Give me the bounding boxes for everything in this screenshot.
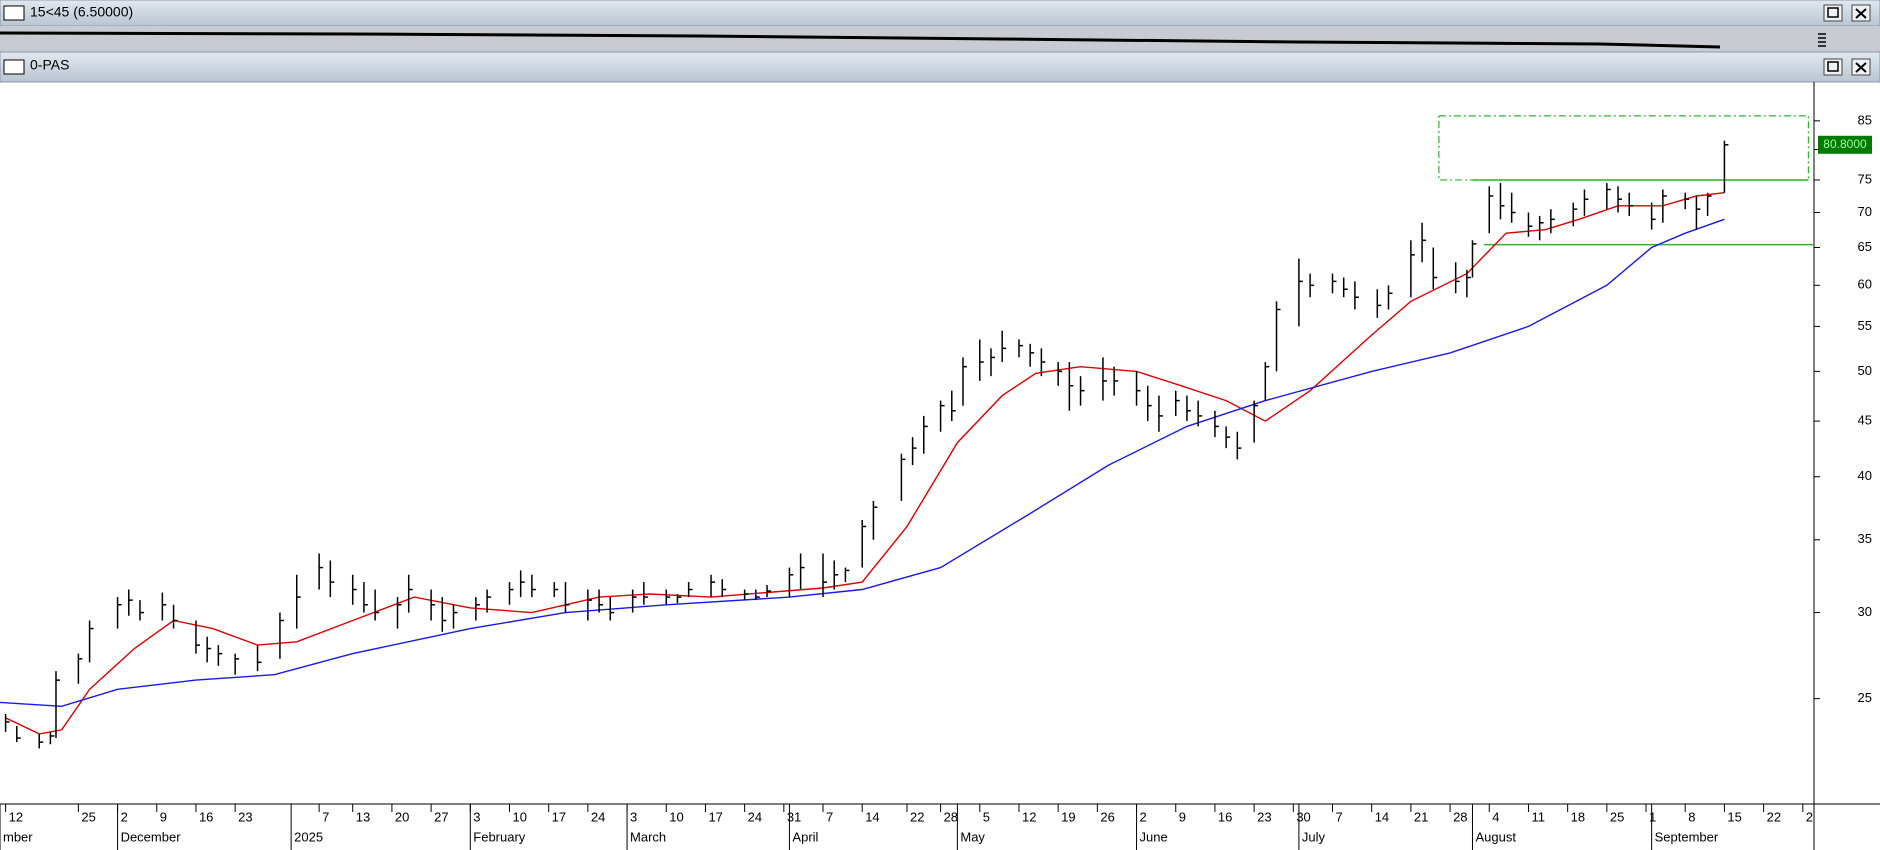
y-tick-label: 30 [1858,604,1872,619]
x-tick-label: 10 [669,809,683,824]
month-label: December [121,829,182,844]
x-tick-label: 22 [1767,809,1781,824]
x-tick-label: 7 [322,809,329,824]
x-tick-label: 27 [434,809,448,824]
month-label: 2025 [294,829,323,844]
x-tick-label: 15 [1727,809,1741,824]
x-tick-label: 2 [1140,809,1147,824]
x-tick-label: 5 [983,809,990,824]
month-label: May [960,829,985,844]
title-bar [0,0,1880,27]
x-tick-label: 1 [1649,809,1656,824]
x-tick-label: 3 [473,809,480,824]
window-icon [3,59,25,75]
x-tick-label: 14 [865,809,879,824]
x-tick-label: 24 [591,809,605,824]
x-tick-label: 16 [199,809,213,824]
x-tick-label: 28 [944,809,958,824]
y-tick-label: 60 [1858,277,1872,292]
month-label: mber [3,829,33,844]
x-tick-label: 7 [826,809,833,824]
x-tick-label: 9 [1179,809,1186,824]
y-tick-label: 55 [1858,318,1872,333]
x-tick-label: 23 [1257,809,1271,824]
month-label: July [1302,829,1326,844]
close-button[interactable] [1851,4,1871,22]
x-tick-label: 17 [552,809,566,824]
x-tick-label: 28 [1453,809,1467,824]
x-tick-label: 12 [1022,809,1036,824]
y-tick-label: 85 [1858,112,1872,127]
x-tick-label: 2 [121,809,128,824]
y-tick-label: 35 [1858,531,1872,546]
moving-average-line [5,192,1725,735]
x-tick-label: 18 [1571,809,1585,824]
window-title: 0-PAS [30,57,69,73]
x-tick-label: 25 [81,809,95,824]
x-tick-label: 12 [9,809,23,824]
x-tick-label: 20 [395,809,409,824]
y-tick-label: 70 [1858,204,1872,219]
month-label: March [630,829,666,844]
mini-panel-line [0,31,1721,49]
month-label: August [1475,829,1516,844]
x-tick-label: 9 [160,809,167,824]
x-tick-label: 22 [910,809,924,824]
x-tick-label: 7 [1336,809,1343,824]
y-tick-label: 40 [1858,468,1872,483]
x-tick-label: 8 [1688,809,1695,824]
month-label: June [1140,829,1168,844]
x-tick-label: 3 [630,809,637,824]
x-tick-label: 19 [1061,809,1075,824]
y-tick-label: 25 [1858,690,1872,705]
panel-grip[interactable] [1818,33,1826,47]
last-price-label: 80.8000 [1823,137,1867,151]
window-title: 15<45 (6.50000) [30,4,133,20]
moving-average-line [0,218,1725,708]
window-icon [3,5,25,21]
month-label: September [1655,829,1719,844]
x-tick-label: 13 [356,809,370,824]
target-zone [1438,115,1810,181]
title-bar [0,51,1880,83]
month-label: April [792,829,818,844]
maximize-button[interactable] [1823,4,1843,22]
x-tick-label: 31 [787,809,801,824]
maximize-button[interactable] [1823,58,1843,76]
x-tick-label: 23 [238,809,252,824]
close-button[interactable] [1851,58,1871,76]
x-tick-label: 16 [1218,809,1232,824]
x-tick-label: 2 [1806,809,1813,824]
month-label: February [473,829,526,844]
x-tick-label: 30 [1296,809,1310,824]
y-tick-label: 75 [1858,171,1872,186]
y-tick-label: 65 [1858,239,1872,254]
y-tick-label: 45 [1858,413,1872,428]
last-price-box [1818,135,1872,154]
x-tick-label: 10 [512,809,526,824]
x-tick-label: 17 [708,809,722,824]
x-tick-label: 25 [1610,809,1624,824]
y-tick-label: 50 [1858,363,1872,378]
x-tick-label: 14 [1375,809,1389,824]
x-tick-label: 11 [1531,809,1545,824]
x-tick-label: 26 [1100,809,1114,824]
x-tick-label: 24 [748,809,762,824]
x-tick-label: 21 [1414,809,1428,824]
x-tick-label: 4 [1492,809,1499,824]
